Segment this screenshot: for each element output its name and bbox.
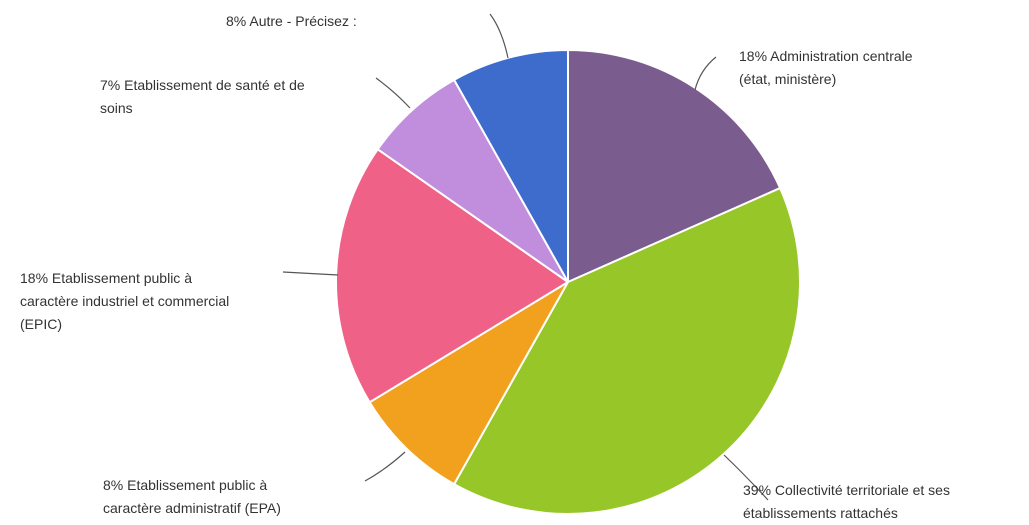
slice-label-line: 18% Administration centrale (739, 48, 913, 64)
leader-line-4 (375, 77, 411, 109)
slice-label-line: 39% Collectivité territoriale et ses (743, 482, 950, 498)
slice-label-line: établissements rattachés (743, 505, 898, 521)
pie-slice-0 (567, 49, 782, 283)
slice-label-epic: 18% Etablissement public à caractère ind… (20, 267, 229, 336)
slice-label-administration-centrale: 18% Administration centrale (état, minis… (739, 45, 913, 91)
slice-label-etablissement-sante: 7% Etablissement de santé et de soins (100, 74, 305, 120)
slice-label-autre: 8% Autre - Précisez : (226, 10, 357, 33)
leader-line-2 (364, 451, 406, 482)
slice-label-line: 18% Etablissement public à (20, 270, 192, 286)
slice-label-line: (EPIC) (20, 316, 62, 332)
pie-slice-4 (376, 78, 569, 283)
leader-line-3 (282, 271, 339, 276)
pie-slice-2 (368, 281, 569, 486)
slice-label-line: (état, ministère) (739, 71, 837, 87)
slice-label-line: 8% Etablissement public à (103, 477, 268, 493)
slice-label-line: 8% Autre - Précisez : (226, 13, 357, 29)
slice-label-line: caractère administratif (EPA) (103, 500, 281, 516)
slice-label-collectivite-territoriale: 39% Collectivité territoriale et ses éta… (743, 479, 950, 525)
slice-label-line: soins (100, 100, 133, 116)
slice-label-line: 7% Etablissement de santé et de (100, 77, 305, 93)
leader-line-1 (723, 454, 769, 501)
slice-label-line: caractère industriel et commercial (20, 293, 230, 309)
slice-label-epa: 8% Etablissement public à caractère admi… (103, 474, 281, 520)
leader-line-0 (694, 56, 717, 91)
pie-slice-1 (453, 187, 801, 515)
pie-slice-5 (453, 49, 569, 283)
leader-line-5 (489, 13, 509, 59)
